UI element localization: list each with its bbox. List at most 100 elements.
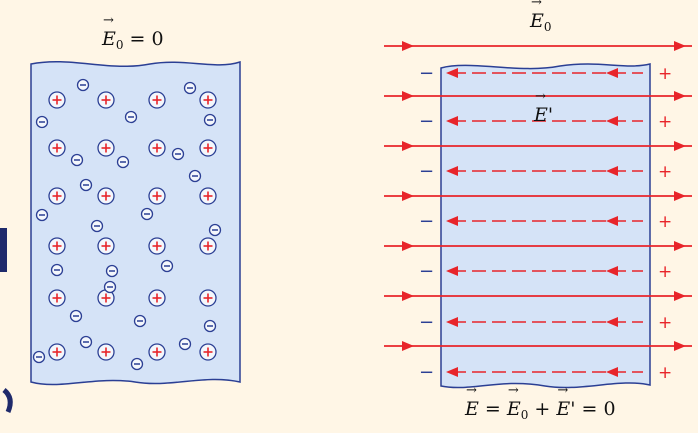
free-electron-15 <box>105 264 119 278</box>
external-field-lines <box>384 41 692 351</box>
label-e0r-symbol: E <box>530 0 544 32</box>
free-electron-11 <box>90 219 104 233</box>
free-electron-4 <box>203 113 217 127</box>
free-electron-21 <box>79 335 93 349</box>
eq-equals-1: = <box>478 398 507 420</box>
left-edge-bar <box>0 228 7 272</box>
free-electron-2 <box>35 115 49 129</box>
free-electron-3 <box>124 110 138 124</box>
induced-field-line-6 <box>446 367 643 377</box>
label-field-e0: E0 <box>530 0 552 34</box>
free-electron-13 <box>208 223 222 237</box>
left-charges-group <box>32 78 222 371</box>
positive-ion-1-2 <box>148 139 166 157</box>
free-electron-18 <box>69 309 83 323</box>
surface-positive-sign-3: + <box>658 212 672 232</box>
induced-field-line-3 <box>446 216 643 226</box>
left-edge-tick <box>2 388 13 413</box>
positive-ion-2-0 <box>48 187 66 205</box>
label-e0-sub: 0 <box>115 38 124 52</box>
positive-ion-1-3 <box>199 139 217 157</box>
free-electron-22 <box>178 337 192 351</box>
eq-e0-symbol: E <box>507 383 521 420</box>
free-electron-14 <box>50 263 64 277</box>
surface-negative-sign-3: − <box>419 211 434 232</box>
free-electron-20 <box>203 319 217 333</box>
positive-ion-5-3 <box>199 343 217 361</box>
left-conductor-slab <box>30 60 241 386</box>
positive-ion-0-0 <box>48 91 66 109</box>
surface-negative-sign-1: − <box>419 111 434 132</box>
label-e0r-sub: 0 <box>543 20 552 34</box>
label-e0-rest: = 0 <box>123 28 164 50</box>
positive-ion-5-1 <box>97 343 115 361</box>
positive-ion-4-3 <box>199 289 217 307</box>
surface-positive-sign-4: + <box>658 262 672 282</box>
free-electron-12 <box>140 207 154 221</box>
eq-plus: + <box>528 398 557 420</box>
surface-negative-sign-2: − <box>419 161 434 182</box>
free-electron-24 <box>130 357 144 371</box>
free-electron-8 <box>79 178 93 192</box>
surface-charge-signs: − + − + − + − + − + − + − + <box>419 63 672 383</box>
eq-equals-zero: = 0 <box>575 398 616 420</box>
positive-ion-1-1 <box>97 139 115 157</box>
positive-ion-5-0 <box>48 343 66 361</box>
positive-ion-0-2 <box>148 91 166 109</box>
label-field-eprime: E' <box>534 89 554 126</box>
surface-negative-sign-0: − <box>419 63 434 84</box>
surface-positive-sign-2: + <box>658 162 672 182</box>
external-field-line-3 <box>384 191 692 201</box>
external-field-line-6 <box>384 341 692 351</box>
free-electron-19 <box>133 314 147 328</box>
positive-ion-1-0 <box>48 139 66 157</box>
surface-negative-sign-4: − <box>419 261 434 282</box>
positive-ion-0-3 <box>199 91 217 109</box>
free-electron-5 <box>70 153 84 167</box>
eq-e-symbol: E <box>465 383 479 420</box>
positive-ion-2-1 <box>97 187 115 205</box>
positive-ion-3-3 <box>199 237 217 255</box>
induced-field-line-2 <box>446 166 643 176</box>
induced-field-lines <box>446 68 643 377</box>
label-eprime-symbol: E <box>534 89 548 126</box>
label-eprime-prime: ' <box>547 104 554 126</box>
label-total-field-equation: E = E0 + E' = 0 <box>465 383 616 422</box>
positive-ion-0-1 <box>97 91 115 109</box>
free-electron-17 <box>103 280 117 294</box>
free-electron-1 <box>183 81 197 95</box>
positive-ion-4-0 <box>48 289 66 307</box>
surface-positive-sign-0: + <box>658 64 672 84</box>
free-electron-0 <box>76 78 90 92</box>
positive-ion-2-3 <box>199 187 217 205</box>
free-electron-7 <box>171 147 185 161</box>
induced-field-line-1 <box>446 116 643 126</box>
eq-e0-sub: 0 <box>520 408 529 422</box>
external-field-line-4 <box>384 241 692 251</box>
free-electron-10 <box>35 208 49 222</box>
positive-ion-3-1 <box>97 237 115 255</box>
surface-positive-sign-6: + <box>658 363 672 383</box>
external-field-line-5 <box>384 291 692 301</box>
free-electron-6 <box>116 155 130 169</box>
free-electron-16 <box>160 259 174 273</box>
surface-negative-sign-6: − <box>419 362 434 383</box>
induced-field-line-0 <box>446 68 643 78</box>
surface-negative-sign-5: − <box>419 312 434 333</box>
label-e0-symbol: E <box>102 13 116 50</box>
positive-ion-3-2 <box>148 237 166 255</box>
external-field-line-2 <box>384 141 692 151</box>
free-electron-23 <box>32 350 46 364</box>
positive-ion-2-2 <box>148 187 166 205</box>
free-electron-9 <box>188 169 202 183</box>
surface-positive-sign-1: + <box>658 112 672 132</box>
label-field-e0-zero: E0 = 0 <box>102 13 164 52</box>
surface-positive-sign-5: + <box>658 313 672 333</box>
positive-ion-5-2 <box>148 343 166 361</box>
induced-field-line-4 <box>446 266 643 276</box>
positive-ion-3-0 <box>48 237 66 255</box>
eq-eprime-prime: ' <box>570 398 576 420</box>
induced-field-line-5 <box>446 317 643 327</box>
